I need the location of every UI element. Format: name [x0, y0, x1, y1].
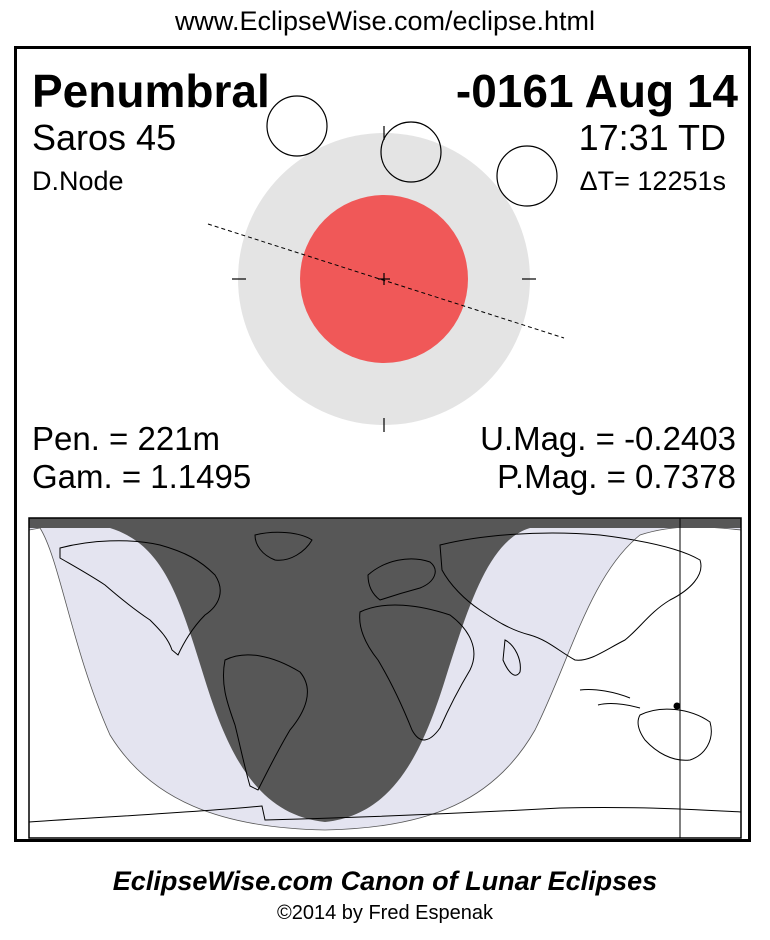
canon-title: EclipseWise.com Canon of Lunar Eclipses	[112, 866, 658, 896]
gamma-value: Gam. = 1.1495	[32, 458, 252, 495]
delta-t: ΔT= 12251s	[579, 166, 726, 196]
copyright: ©2014 by Fred Espenak	[277, 902, 493, 924]
moon-path	[207, 223, 565, 339]
map-border	[28, 517, 742, 839]
moon-position	[380, 121, 442, 183]
moon-position	[266, 95, 328, 157]
eclipse-date: -0161 Aug 14	[455, 65, 738, 117]
eclipse-time: 17:31 TD	[578, 117, 726, 158]
node-label: D.Node	[32, 166, 124, 196]
source-url: www.EclipseWise.com/eclipse.html	[174, 6, 596, 36]
coastlines	[29, 531, 741, 823]
eclipse-panel	[14, 46, 751, 842]
saros-number: Saros 45	[32, 117, 177, 158]
night-zone	[29, 518, 741, 822]
penumbral-magnitude: P.Mag. = 0.7378	[497, 458, 736, 495]
sub-lunar-point	[673, 702, 681, 710]
moon-position	[496, 145, 558, 207]
penumbral-duration: Pen. = 221m	[32, 420, 221, 457]
umbral-magnitude: U.Mag. = -0.2403	[480, 420, 736, 457]
eclipse-type: Penumbral	[32, 65, 270, 117]
